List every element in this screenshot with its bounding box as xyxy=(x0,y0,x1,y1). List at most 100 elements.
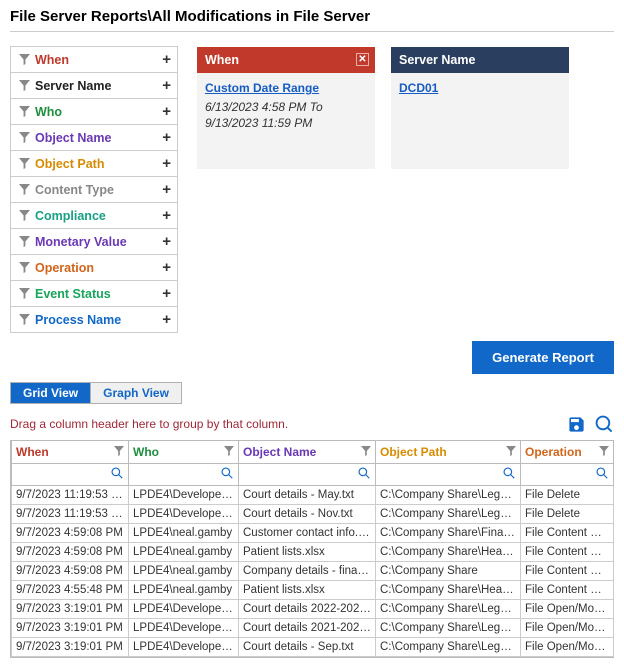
tab-graph-view[interactable]: Graph View xyxy=(90,383,181,403)
table-cell: C:\Company Share\Legal\C... xyxy=(376,600,521,619)
plus-icon[interactable]: + xyxy=(162,129,171,146)
card-server-header: Server Name xyxy=(391,47,569,73)
filter-item-object-path[interactable]: Object Path+ xyxy=(11,151,177,177)
filter-item-operation[interactable]: Operation+ xyxy=(11,255,177,281)
filter-item-server-name[interactable]: Server Name+ xyxy=(11,73,177,99)
plus-icon[interactable]: + xyxy=(162,311,171,328)
filter-item-event-status[interactable]: Event Status+ xyxy=(11,281,177,307)
search-icon[interactable] xyxy=(594,414,614,434)
table-cell: C:\Company Share\Legal\C... xyxy=(376,486,521,505)
funnel-icon xyxy=(17,261,31,275)
table-cell: 9/7/2023 4:55:48 PM xyxy=(12,581,129,600)
table-cell: C:\Company Share\Healthc... xyxy=(376,543,521,562)
plus-icon[interactable]: + xyxy=(162,285,171,302)
filter-panel: When+Server Name+Who+Object Name+Object … xyxy=(10,46,178,333)
funnel-icon xyxy=(17,131,31,145)
filter-label: Object Name xyxy=(35,131,162,145)
filter-item-object-name[interactable]: Object Name+ xyxy=(11,125,177,151)
filter-item-process-name[interactable]: Process Name+ xyxy=(11,307,177,332)
table-row[interactable]: 9/7/2023 4:55:48 PMLPDE4\neal.gambyPatie… xyxy=(12,581,614,600)
funnel-icon[interactable] xyxy=(224,445,235,456)
table-cell: Court details - May.txt xyxy=(239,486,376,505)
filter-label: Monetary Value xyxy=(35,235,162,249)
plus-icon[interactable]: + xyxy=(162,233,171,250)
link-server-name[interactable]: DCD01 xyxy=(399,81,438,95)
search-icon[interactable] xyxy=(110,469,124,483)
grid-header-row: WhenWhoObject NameObject PathOperation xyxy=(12,441,614,464)
plus-icon[interactable]: + xyxy=(162,181,171,198)
table-cell: 9/7/2023 11:19:53 PM xyxy=(12,505,129,524)
view-tabs: Grid View Graph View xyxy=(10,382,182,404)
table-cell: 9/7/2023 4:59:08 PM xyxy=(12,524,129,543)
link-custom-date-range[interactable]: Custom Date Range xyxy=(205,81,319,95)
funnel-icon xyxy=(17,313,31,327)
column-header-object-name[interactable]: Object Name xyxy=(239,441,376,464)
funnel-icon[interactable] xyxy=(114,445,125,456)
table-row[interactable]: 9/7/2023 4:59:08 PMLPDE4\neal.gambyPatie… xyxy=(12,543,614,562)
card-server: Server Name DCD01 xyxy=(390,46,570,170)
table-cell: 9/7/2023 3:19:01 PM xyxy=(12,600,129,619)
plus-icon[interactable]: + xyxy=(162,155,171,172)
funnel-icon xyxy=(17,287,31,301)
table-cell: 9/7/2023 3:19:01 PM xyxy=(12,638,129,657)
filter-item-who[interactable]: Who+ xyxy=(11,99,177,125)
filter-label: Object Path xyxy=(35,157,162,171)
column-search[interactable] xyxy=(521,464,614,486)
search-icon[interactable] xyxy=(357,469,371,483)
funnel-icon xyxy=(17,183,31,197)
column-search[interactable] xyxy=(12,464,129,486)
save-icon[interactable] xyxy=(566,414,586,434)
plus-icon[interactable]: + xyxy=(162,103,171,120)
generate-report-button[interactable]: Generate Report xyxy=(472,341,614,374)
table-cell: 9/7/2023 4:59:08 PM xyxy=(12,562,129,581)
table-row[interactable]: 9/7/2023 4:59:08 PMLPDE4\neal.gambyCusto… xyxy=(12,524,614,543)
filter-item-monetary-value[interactable]: Monetary Value+ xyxy=(11,229,177,255)
card-server-title: Server Name xyxy=(399,53,475,67)
column-search[interactable] xyxy=(129,464,239,486)
close-icon[interactable]: ✕ xyxy=(356,53,369,66)
column-search[interactable] xyxy=(239,464,376,486)
table-cell: File Delete xyxy=(521,486,614,505)
filter-item-when[interactable]: When+ xyxy=(11,47,177,73)
table-cell: LPDE4\Developer-Ext xyxy=(129,619,239,638)
funnel-icon[interactable] xyxy=(361,445,372,456)
tab-grid-view[interactable]: Grid View xyxy=(11,383,90,403)
table-row[interactable]: 9/7/2023 4:59:08 PMLPDE4\neal.gambyCompa… xyxy=(12,562,614,581)
table-cell: File Open/Modify xyxy=(521,638,614,657)
table-cell: File Delete xyxy=(521,505,614,524)
table-row[interactable]: 9/7/2023 3:19:01 PMLPDE4\Developer-ExtCo… xyxy=(12,600,614,619)
column-header-object-path[interactable]: Object Path xyxy=(376,441,521,464)
search-icon[interactable] xyxy=(220,469,234,483)
table-cell: LPDE4\neal.gamby xyxy=(129,543,239,562)
card-when-title: When xyxy=(205,53,239,67)
filter-item-compliance[interactable]: Compliance+ xyxy=(11,203,177,229)
table-cell: 9/7/2023 4:59:08 PM xyxy=(12,543,129,562)
table-cell: File Content View xyxy=(521,581,614,600)
column-search[interactable] xyxy=(376,464,521,486)
funnel-icon[interactable] xyxy=(599,445,610,456)
search-icon[interactable] xyxy=(502,469,516,483)
table-cell: Customer contact info.xlsx xyxy=(239,524,376,543)
funnel-icon[interactable] xyxy=(506,445,517,456)
table-cell: Court details - Sep.txt xyxy=(239,638,376,657)
table-row[interactable]: 9/7/2023 3:19:01 PMLPDE4\Developer-ExtCo… xyxy=(12,619,614,638)
table-row[interactable]: 9/7/2023 11:19:53 PMLPDE4\Developer-ExtC… xyxy=(12,486,614,505)
plus-icon[interactable]: + xyxy=(162,77,171,94)
filter-label: Process Name xyxy=(35,313,162,327)
column-header-operation[interactable]: Operation xyxy=(521,441,614,464)
card-when: When ✕ Custom Date Range 6/13/2023 4:58 … xyxy=(196,46,376,170)
table-cell: File Content View xyxy=(521,543,614,562)
filter-item-content-type[interactable]: Content Type+ xyxy=(11,177,177,203)
search-icon[interactable] xyxy=(595,469,609,483)
column-header-when[interactable]: When xyxy=(12,441,129,464)
table-cell: LPDE4\Developer-Ext xyxy=(129,638,239,657)
funnel-icon xyxy=(17,209,31,223)
plus-icon[interactable]: + xyxy=(162,207,171,224)
table-cell: C:\Company Share\Healthc... xyxy=(376,581,521,600)
plus-icon[interactable]: + xyxy=(162,259,171,276)
table-cell: C:\Company Share\Legal\C... xyxy=(376,505,521,524)
plus-icon[interactable]: + xyxy=(162,51,171,68)
column-header-who[interactable]: Who xyxy=(129,441,239,464)
table-row[interactable]: 9/7/2023 3:19:01 PMLPDE4\Developer-ExtCo… xyxy=(12,638,614,657)
table-row[interactable]: 9/7/2023 11:19:53 PMLPDE4\Developer-ExtC… xyxy=(12,505,614,524)
